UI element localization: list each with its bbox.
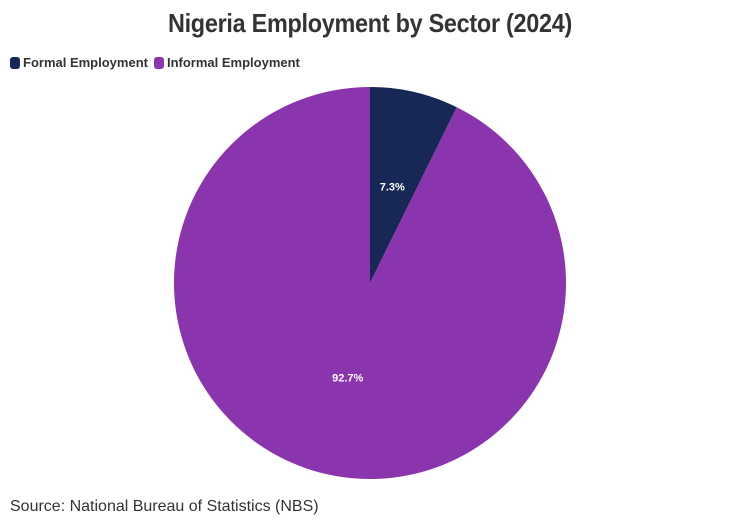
legend-item-formal[interactable]: Formal Employment — [10, 55, 148, 70]
chart-legend: Formal Employment Informal Employment — [10, 55, 300, 70]
legend-swatch-informal — [153, 56, 164, 69]
slice-label-formal: 7.3% — [380, 181, 405, 193]
legend-swatch-formal — [10, 56, 20, 69]
pie-slice-informal[interactable] — [174, 86, 566, 480]
chart-title: Nigeria Employment by Sector (2024) — [167, 8, 573, 38]
pie-slice-formal[interactable] — [370, 87, 457, 283]
legend-label-formal: Formal Employment — [23, 55, 148, 70]
slice-label-informal: 92.7% — [332, 372, 363, 384]
legend-label-informal: Informal Employment — [166, 55, 300, 70]
legend-item-informal[interactable]: Informal Employment — [153, 55, 300, 70]
source-note: Source: National Bureau of Statistics (N… — [10, 498, 319, 515]
